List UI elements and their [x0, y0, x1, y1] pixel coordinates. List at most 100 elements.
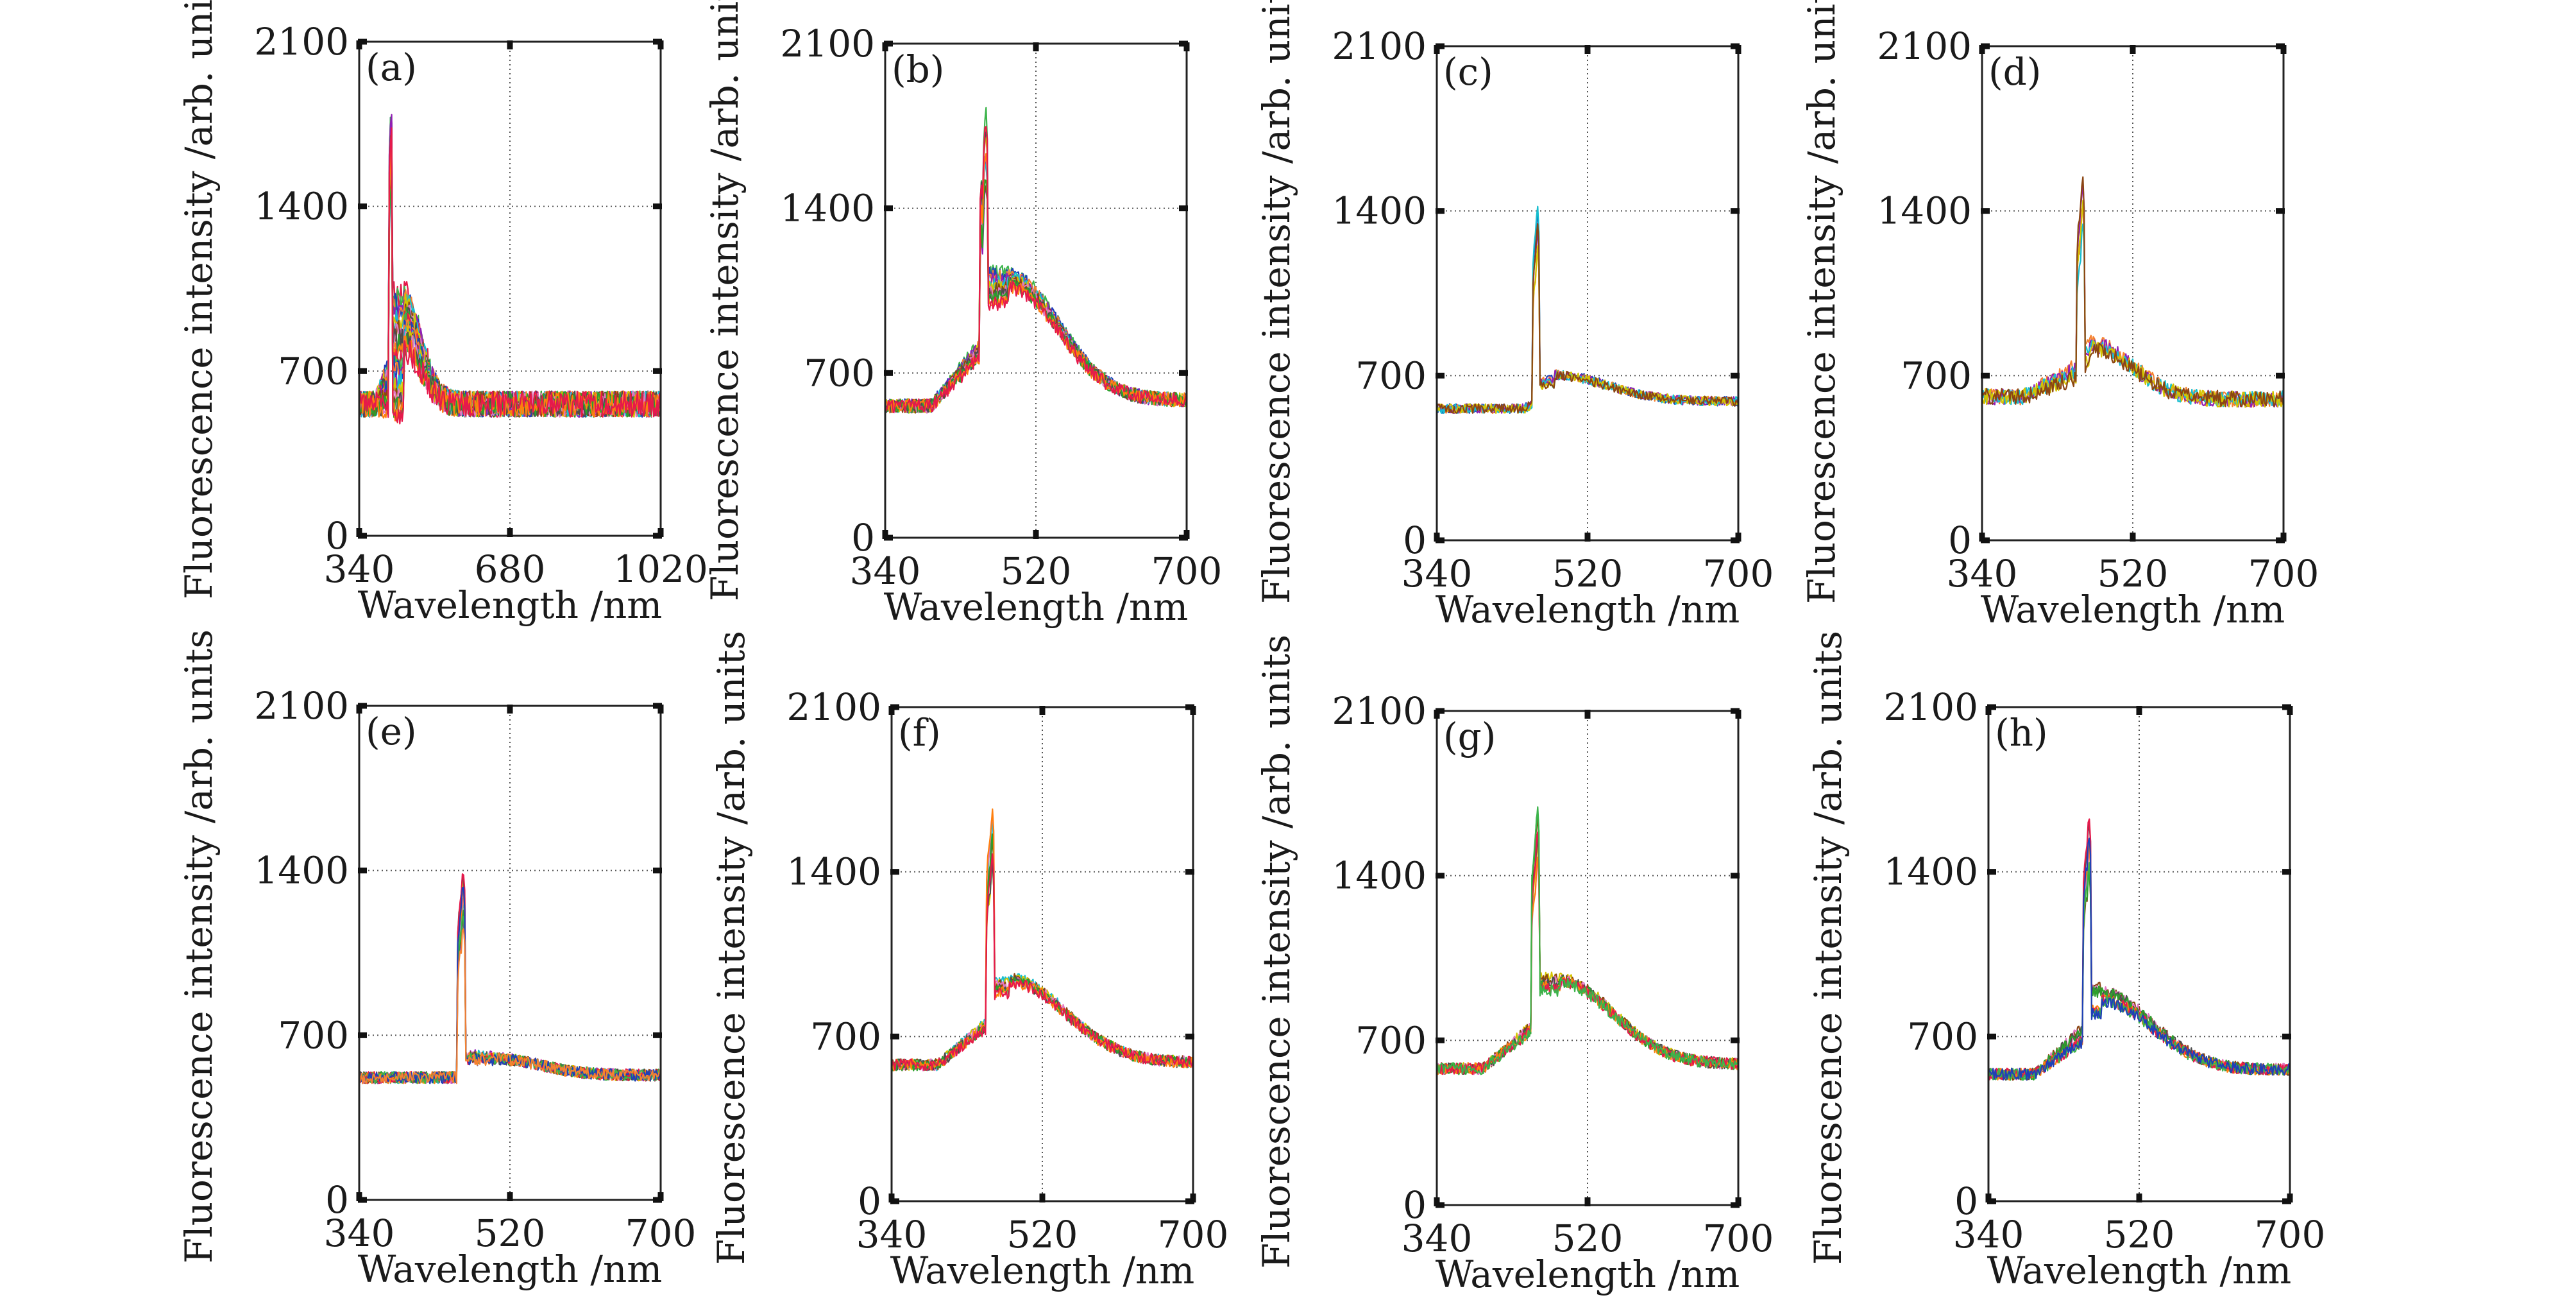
panel-label: (c) — [1443, 50, 1493, 94]
x-axis-label: Wavelength /nm — [890, 1249, 1195, 1292]
series-group — [359, 873, 661, 1084]
y-tick-label: 1400 — [254, 849, 349, 893]
series-line — [885, 156, 1187, 414]
y-tick-label: 1400 — [254, 185, 349, 228]
y-tick-label: 1400 — [1877, 189, 1972, 233]
series-group — [1437, 806, 1738, 1075]
y-tick-label: 0 — [325, 514, 349, 558]
y-tick-label: 1400 — [1883, 850, 1978, 894]
x-tick-label: 340 — [850, 549, 921, 593]
y-tick-label: 700 — [1907, 1014, 1978, 1058]
series-line — [892, 858, 1193, 1071]
series-line — [1437, 223, 1738, 414]
series-line — [1437, 806, 1738, 1075]
series-line — [1437, 205, 1738, 415]
x-tick-label: 700 — [2248, 552, 2319, 595]
x-axis-label: Wavelength /nm — [1436, 1253, 1740, 1296]
series-line — [1988, 862, 2290, 1081]
y-tick-label: 2100 — [254, 684, 349, 728]
y-axis-label: Fluorescence intensity /arb. units — [177, 0, 221, 599]
x-tick-label: 340 — [856, 1213, 928, 1256]
y-axis-label: Fluorescence intensity /arb. units — [1255, 635, 1298, 1269]
y-tick-label: 1400 — [1332, 854, 1427, 898]
x-tick-label: 340 — [1402, 1217, 1473, 1260]
x-axis-label: Wavelength /nm — [1436, 588, 1740, 631]
y-axis-label: Fluorescence intensity /arb. units — [1806, 631, 1850, 1265]
y-tick-label: 700 — [1355, 1018, 1427, 1062]
y-tick-label: 1400 — [786, 850, 881, 894]
series-group — [1982, 176, 2284, 408]
y-tick-label: 700 — [278, 1013, 349, 1057]
x-tick-label: 520 — [475, 1211, 546, 1255]
series-line — [892, 853, 1193, 1072]
panel-label: (f) — [898, 711, 941, 755]
y-axis-label: Fluorescence intensity /arb. units — [177, 629, 221, 1263]
y-tick-label: 2100 — [1883, 685, 1978, 729]
y-tick-label: 2100 — [1332, 689, 1427, 733]
series-group — [892, 808, 1193, 1072]
series-group — [1437, 205, 1738, 415]
x-tick-label: 520 — [1001, 549, 1072, 593]
panel-label: (d) — [1988, 50, 2041, 94]
x-tick-label: 700 — [625, 1211, 697, 1255]
x-axis-label: Wavelength /nm — [1987, 1249, 2292, 1292]
y-tick-label: 0 — [1403, 1183, 1427, 1227]
x-tick-label: 700 — [1703, 552, 1774, 595]
series-line — [885, 155, 1187, 413]
y-tick-label: 1400 — [780, 187, 875, 230]
series-group — [885, 107, 1187, 414]
series-line — [1437, 861, 1738, 1075]
series-group — [1988, 818, 2290, 1081]
x-tick-label: 340 — [1953, 1213, 2024, 1256]
x-axis-label: Wavelength /nm — [884, 585, 1189, 629]
y-tick-label: 0 — [325, 1178, 349, 1222]
x-tick-label: 520 — [1552, 552, 1623, 595]
y-axis-label: Fluorescence intensity /arb. units — [703, 0, 747, 601]
x-tick-label: 700 — [1158, 1213, 1229, 1256]
y-tick-label: 0 — [858, 1179, 881, 1223]
panel-label: (b) — [892, 47, 944, 91]
x-tick-label: 680 — [475, 547, 546, 591]
series-line — [885, 128, 1187, 414]
x-tick-label: 340 — [1402, 552, 1473, 595]
x-tick-label: 340 — [324, 547, 395, 591]
y-tick-label: 700 — [278, 349, 349, 393]
x-tick-label: 520 — [2104, 1213, 2175, 1256]
x-tick-label: 340 — [1947, 552, 2018, 595]
x-axis-label: Wavelength /nm — [358, 1247, 663, 1291]
x-tick-label: 520 — [2097, 552, 2169, 595]
series-line — [1437, 841, 1738, 1075]
series-group — [359, 114, 661, 425]
y-tick-label: 700 — [810, 1014, 881, 1058]
series-line — [1988, 867, 2290, 1081]
panel-label: (a) — [366, 46, 417, 89]
series-line — [892, 818, 1193, 1072]
y-axis-label: Fluorescence intensity /arb. units — [1255, 0, 1298, 604]
y-axis-label: Fluorescence intensity /arb. units — [1800, 0, 1843, 604]
y-tick-label: 2100 — [1877, 24, 1972, 68]
series-line — [885, 126, 1187, 413]
y-tick-label: 1400 — [1332, 189, 1427, 233]
x-tick-label: 700 — [1151, 549, 1223, 593]
y-tick-label: 2100 — [254, 20, 349, 64]
panel-label: (e) — [366, 710, 417, 753]
panel-label: (h) — [1995, 711, 2048, 755]
x-tick-label: 700 — [2255, 1213, 2326, 1256]
y-tick-label: 2100 — [780, 22, 875, 65]
x-tick-label: 520 — [1552, 1217, 1623, 1260]
series-line — [359, 127, 661, 425]
series-line — [359, 928, 661, 1084]
series-line — [1982, 176, 2284, 407]
y-axis-label: Fluorescence intensity /arb. units — [709, 631, 753, 1265]
y-tick-label: 0 — [1948, 518, 1972, 562]
series-line — [1988, 823, 2290, 1081]
y-tick-label: 0 — [1403, 518, 1427, 562]
y-tick-label: 700 — [804, 351, 875, 395]
